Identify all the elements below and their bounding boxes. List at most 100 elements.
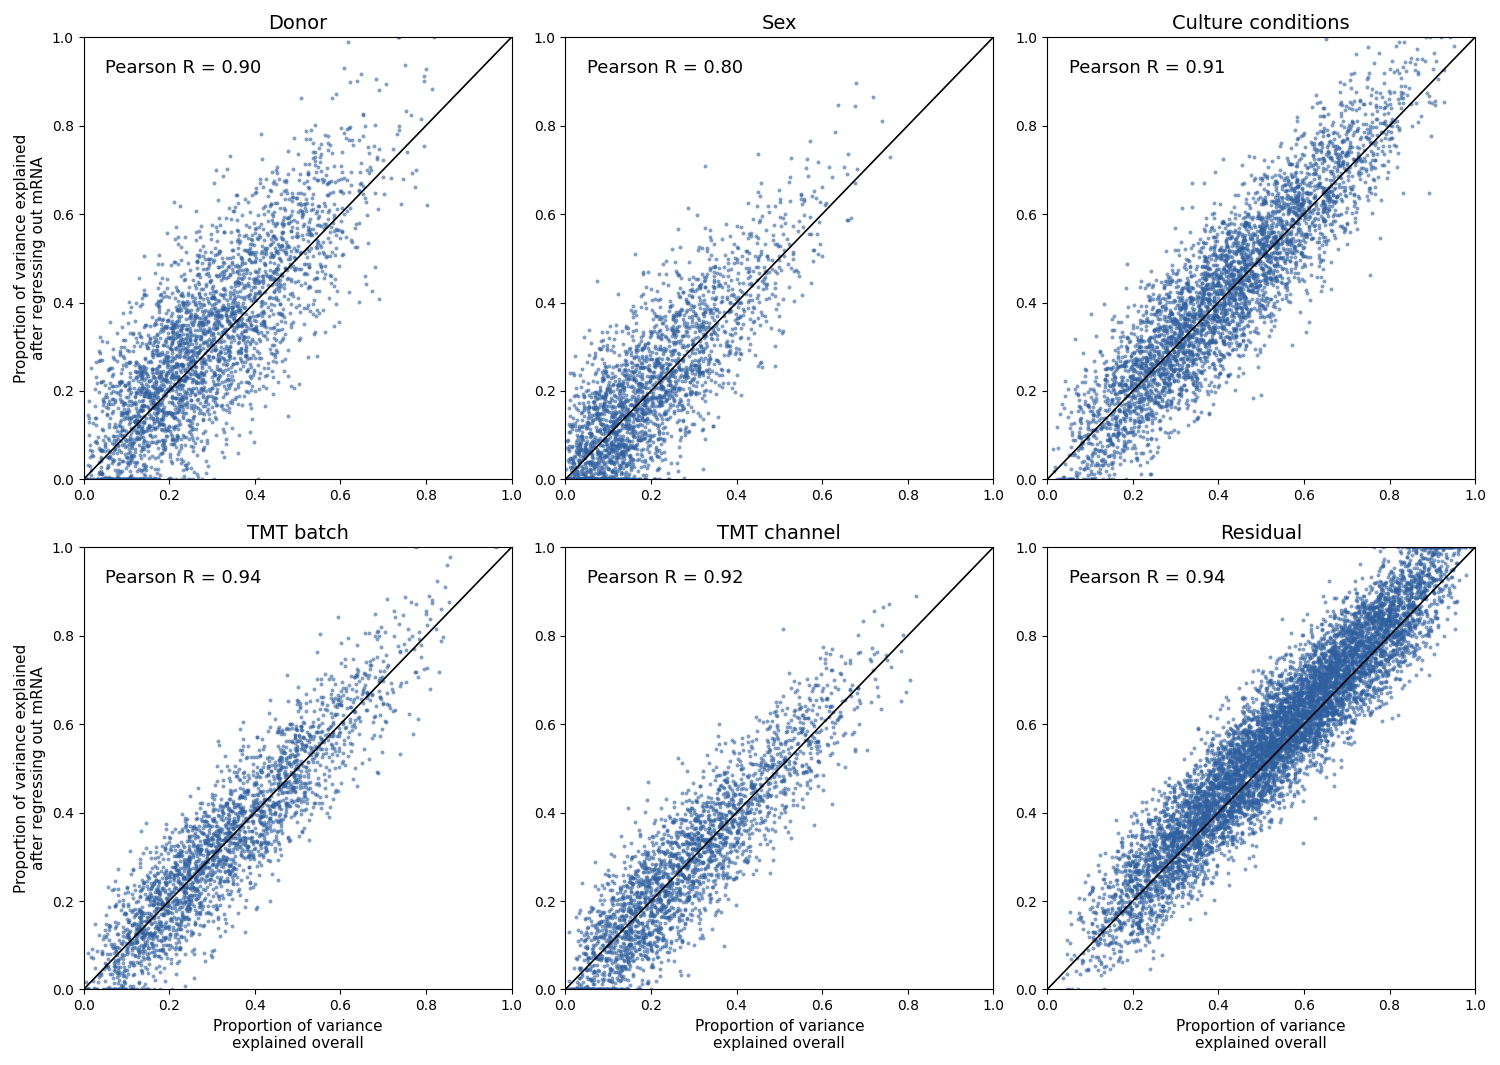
Point bbox=[752, 786, 776, 803]
Point bbox=[1248, 768, 1272, 785]
Point bbox=[1124, 857, 1148, 874]
Point bbox=[1298, 682, 1322, 699]
Point bbox=[126, 973, 150, 990]
Point bbox=[1149, 354, 1173, 371]
Point bbox=[1275, 734, 1299, 751]
Point bbox=[566, 471, 590, 488]
Point bbox=[284, 720, 308, 737]
Point bbox=[596, 443, 619, 460]
Point bbox=[663, 891, 687, 908]
Point bbox=[1358, 611, 1382, 628]
Point bbox=[1316, 189, 1340, 206]
Point bbox=[1300, 204, 1324, 222]
Point bbox=[1264, 659, 1288, 676]
Point bbox=[1174, 805, 1198, 822]
Point bbox=[1266, 735, 1290, 752]
Point bbox=[93, 471, 117, 488]
Point bbox=[586, 471, 610, 488]
Point bbox=[1226, 241, 1250, 258]
Point bbox=[1180, 879, 1204, 896]
Point bbox=[1208, 353, 1231, 370]
Point bbox=[1410, 563, 1434, 580]
Point bbox=[654, 411, 678, 428]
Point bbox=[1269, 230, 1293, 247]
Point bbox=[1348, 658, 1372, 675]
Point bbox=[634, 388, 658, 405]
Point bbox=[400, 627, 424, 644]
Point bbox=[1262, 784, 1286, 801]
Point bbox=[1228, 280, 1252, 297]
Point bbox=[696, 802, 720, 819]
Point bbox=[174, 295, 198, 312]
Point bbox=[1194, 235, 1218, 252]
Point bbox=[706, 767, 730, 784]
Point bbox=[1224, 224, 1248, 241]
Point bbox=[1334, 203, 1358, 220]
Point bbox=[615, 392, 639, 409]
Point bbox=[106, 442, 130, 459]
Point bbox=[612, 431, 636, 448]
Point bbox=[1257, 227, 1281, 244]
Point bbox=[660, 343, 684, 360]
Point bbox=[1374, 116, 1398, 133]
Point bbox=[1220, 799, 1244, 816]
Point bbox=[616, 415, 640, 432]
Point bbox=[244, 794, 268, 812]
Point bbox=[638, 891, 662, 908]
Point bbox=[286, 296, 310, 313]
Point bbox=[1275, 712, 1299, 730]
Point bbox=[1194, 789, 1218, 806]
Point bbox=[170, 847, 194, 864]
Point bbox=[1226, 787, 1250, 804]
Point bbox=[240, 806, 264, 823]
Point bbox=[88, 450, 112, 468]
Point bbox=[1251, 288, 1275, 305]
Point bbox=[1305, 653, 1329, 670]
Point bbox=[657, 373, 681, 390]
Point bbox=[93, 936, 117, 953]
Point bbox=[612, 450, 636, 468]
Point bbox=[1046, 471, 1070, 488]
Point bbox=[1162, 833, 1186, 850]
Point bbox=[1296, 684, 1320, 701]
Point bbox=[711, 835, 735, 852]
Point bbox=[272, 217, 296, 234]
Point bbox=[690, 826, 714, 843]
Point bbox=[88, 471, 112, 488]
Point bbox=[176, 398, 200, 415]
Point bbox=[633, 471, 657, 488]
Point bbox=[1170, 324, 1194, 341]
Point bbox=[142, 910, 166, 927]
Point bbox=[699, 852, 723, 869]
Point bbox=[224, 274, 248, 291]
Point bbox=[1194, 819, 1218, 836]
Point bbox=[1170, 831, 1194, 848]
Point bbox=[252, 834, 276, 851]
Point bbox=[134, 335, 158, 353]
Point bbox=[606, 928, 630, 945]
Point bbox=[1434, 539, 1458, 556]
Point bbox=[1210, 835, 1234, 852]
Point bbox=[1214, 277, 1237, 294]
Point bbox=[672, 906, 696, 923]
Point bbox=[144, 843, 168, 861]
Point bbox=[1422, 603, 1446, 620]
Point bbox=[248, 227, 272, 244]
Point bbox=[1282, 687, 1306, 704]
Point bbox=[1422, 577, 1446, 594]
Point bbox=[1149, 849, 1173, 866]
Point bbox=[270, 229, 294, 246]
Point bbox=[717, 278, 741, 295]
Point bbox=[288, 776, 312, 793]
Point bbox=[1222, 767, 1246, 784]
Point bbox=[1240, 235, 1264, 252]
Point bbox=[304, 753, 328, 770]
Point bbox=[1210, 754, 1234, 771]
Point bbox=[576, 981, 600, 998]
Point bbox=[612, 411, 636, 428]
Point bbox=[681, 887, 705, 904]
Point bbox=[1311, 640, 1335, 657]
Point bbox=[654, 934, 678, 951]
Point bbox=[736, 225, 760, 242]
Point bbox=[1254, 669, 1278, 686]
